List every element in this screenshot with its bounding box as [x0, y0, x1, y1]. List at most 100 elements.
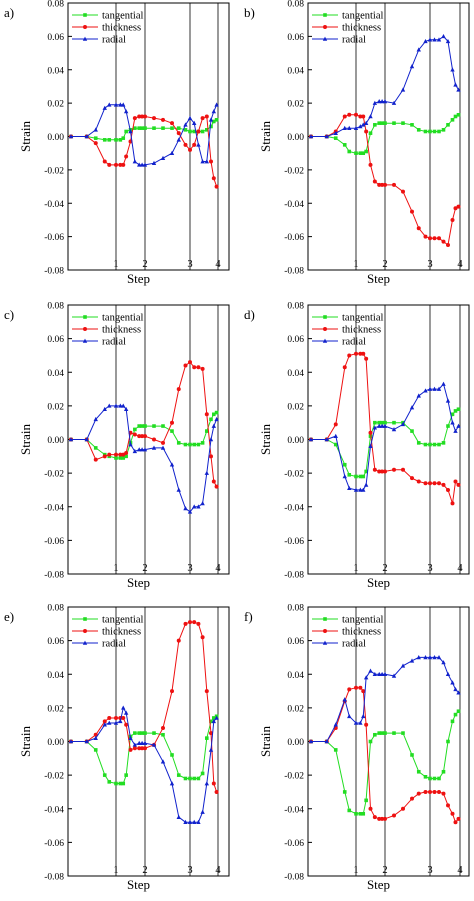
data-point	[176, 137, 181, 142]
data-point	[170, 689, 174, 694]
y-tick-label: -0.06	[44, 839, 64, 849]
data-point	[323, 629, 327, 633]
data-point	[342, 125, 347, 130]
data-point	[450, 811, 455, 816]
data-point	[212, 119, 216, 124]
data-point	[102, 159, 107, 164]
y-tick-label: 0.04	[287, 369, 304, 379]
x-tick-label: 2	[142, 865, 147, 876]
data-point	[416, 655, 421, 660]
data-point	[354, 151, 358, 155]
data-point	[169, 781, 175, 786]
data-point	[361, 689, 366, 694]
data-point	[214, 118, 219, 122]
panel-label: e)	[4, 609, 14, 624]
data-point	[200, 129, 205, 134]
data-point	[183, 122, 188, 127]
data-point	[432, 37, 437, 42]
series-tangential	[69, 118, 219, 142]
data-point	[401, 121, 405, 125]
data-point	[124, 722, 129, 727]
y-tick-label: -0.04	[44, 805, 64, 815]
data-point	[214, 102, 219, 107]
data-point	[137, 114, 142, 119]
data-point	[83, 327, 87, 331]
x-tick-label: 2	[382, 865, 387, 876]
x-tick-label: 4	[457, 563, 463, 574]
legend-label: tangential	[342, 313, 383, 324]
data-point	[416, 479, 421, 484]
y-tick-label: 0.08	[47, 302, 64, 312]
chart-panel: 0.08 0.06 0.04 0.02 0.00 -0.02 -0.04 -0.06 -0.08…	[244, 0, 470, 286]
data-point	[68, 739, 74, 744]
y-tick-label: -0.02	[284, 470, 304, 480]
data-point	[380, 182, 385, 187]
data-point	[205, 429, 209, 433]
data-point	[137, 746, 142, 751]
data-point	[383, 816, 387, 821]
legend-label: tangential	[102, 11, 143, 22]
data-point	[183, 819, 188, 824]
data-point	[377, 816, 382, 821]
data-point	[423, 789, 428, 794]
panel-label: d)	[244, 307, 255, 322]
data-point	[113, 102, 119, 107]
series-tangential	[69, 714, 219, 786]
data-point	[368, 162, 373, 167]
data-point	[453, 114, 458, 119]
data-point	[353, 487, 359, 492]
data-point	[372, 671, 378, 677]
y-tick-label: 0.00	[47, 436, 64, 446]
data-point	[114, 781, 118, 786]
data-point	[380, 469, 385, 474]
data-point	[416, 226, 421, 231]
data-point	[93, 732, 98, 737]
y-tick-label: -0.02	[44, 166, 64, 176]
data-point	[151, 445, 157, 450]
data-point	[214, 789, 219, 794]
data-point	[410, 209, 414, 214]
series-radial	[68, 705, 219, 824]
data-point	[114, 715, 118, 720]
data-point	[453, 820, 458, 825]
series-radial	[68, 102, 219, 167]
legend-label: thickness	[102, 325, 141, 336]
data-point	[410, 753, 414, 757]
x-tick-label: 3	[427, 259, 432, 270]
data-point	[416, 441, 421, 445]
data-point	[176, 638, 181, 643]
x-tick-label: 1	[353, 563, 358, 574]
y-tick-label: -0.04	[284, 200, 304, 210]
data-point	[128, 129, 133, 134]
data-point	[140, 114, 145, 119]
y-tick-label: -0.02	[44, 470, 64, 480]
data-point	[392, 813, 396, 818]
x-tick-label: 1	[353, 259, 358, 270]
y-tick-label: -0.06	[284, 839, 304, 849]
plot-frame	[307, 606, 470, 877]
data-point	[380, 731, 384, 735]
series-radial	[68, 403, 219, 514]
series-thickness	[69, 620, 219, 794]
data-point	[151, 160, 157, 165]
data-point	[354, 474, 358, 479]
data-point	[183, 621, 188, 626]
data-point	[416, 128, 421, 132]
data-point	[200, 771, 205, 776]
data-point	[432, 236, 437, 241]
x-tick-label: 3	[187, 865, 192, 876]
data-point	[183, 128, 188, 132]
legend-label: thickness	[102, 23, 141, 34]
data-point	[118, 102, 123, 107]
data-point	[358, 487, 363, 492]
data-point	[183, 506, 188, 511]
data-point	[358, 685, 363, 690]
data-point	[124, 454, 128, 459]
data-point	[372, 100, 378, 105]
data-point	[347, 149, 352, 154]
data-point	[373, 732, 377, 737]
data-point	[160, 759, 166, 764]
data-point	[188, 129, 192, 134]
